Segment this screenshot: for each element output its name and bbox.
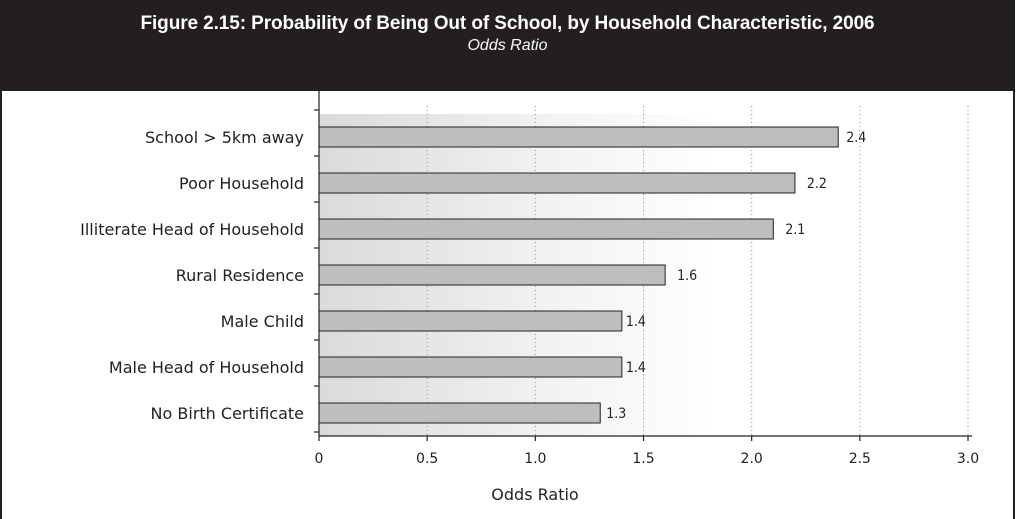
category-label: Rural Residence xyxy=(176,266,304,285)
value-label: 1.6 xyxy=(677,268,697,284)
bar xyxy=(318,172,796,194)
category-label: Male Child xyxy=(221,312,304,331)
category-label: School > 5km away xyxy=(145,128,304,147)
bar xyxy=(318,264,666,286)
category-label: No Birth Certificate xyxy=(151,404,304,423)
x-axis-label: Odds Ratio xyxy=(491,485,578,504)
value-labels: 2.4 2.2 2.1 1.6 1.4 1.4 1.3 xyxy=(606,130,866,422)
value-label: 2.1 xyxy=(785,222,805,238)
axes xyxy=(314,84,972,441)
figure-header: Figure 2.15: Probability of Being Out of… xyxy=(2,0,1013,91)
bar xyxy=(318,402,601,424)
bar xyxy=(318,126,839,148)
value-label: 2.2 xyxy=(807,176,827,192)
category-label: Illiterate Head of Household xyxy=(80,220,304,239)
value-label: 1.4 xyxy=(626,314,646,330)
bar xyxy=(318,310,623,332)
x-tick-label: 1.5 xyxy=(632,451,654,467)
category-label: Poor Household xyxy=(179,174,304,193)
category-labels: School > 5km away Poor Household Illiterat… xyxy=(80,128,304,423)
bar xyxy=(318,218,774,240)
x-tick-label: 2.5 xyxy=(849,451,871,467)
x-tick-labels: 0 0.5 1.0 1.5 2.0 2.5 3.0 xyxy=(315,451,980,467)
x-tick-label: 1.0 xyxy=(524,451,546,467)
category-label: Male Head of Household xyxy=(109,358,304,377)
bar xyxy=(318,356,623,378)
x-tick-label: 0.5 xyxy=(416,451,438,467)
bars xyxy=(318,126,839,424)
value-label: 2.4 xyxy=(846,130,866,146)
value-label: 1.4 xyxy=(626,360,646,376)
value-label: 1.3 xyxy=(606,406,626,422)
figure-subtitle: Odds Ratio xyxy=(467,37,548,54)
x-tick-label: 0 xyxy=(315,451,324,467)
figure-title: Figure 2.15: Probability of Being Out of… xyxy=(140,13,875,34)
x-tick-label: 3.0 xyxy=(957,451,979,467)
x-tick-label: 2.0 xyxy=(741,451,763,467)
